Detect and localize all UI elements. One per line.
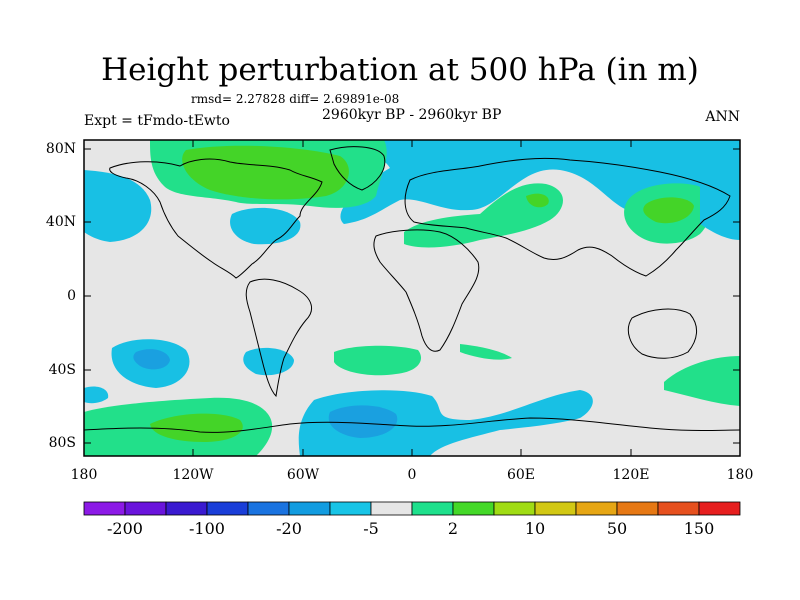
lon-label-120e: 120E [612, 467, 650, 483]
axis-ticks [84, 140, 740, 456]
lon-label-60w: 60W [286, 467, 320, 483]
contour-positive-eurasia-core [526, 193, 549, 208]
contour-positive-south-africa [460, 344, 512, 360]
colorbar-label-m20: -20 [276, 519, 302, 538]
colorbar-swatch [206, 501, 249, 516]
coast-south-america [245, 278, 313, 398]
colorbar-swatch [247, 501, 290, 516]
colorbar-swatch [370, 501, 413, 516]
colorbar-swatch [534, 501, 577, 516]
coast-eurasia [404, 157, 731, 277]
colorbar-swatch [616, 501, 659, 516]
colorbar-swatch [165, 501, 208, 516]
coast-africa [373, 229, 480, 352]
season-text: ANN [705, 109, 740, 125]
lon-label-180w: 180 [70, 467, 98, 483]
lat-label-80n: 80N [45, 141, 76, 157]
coast-australia [627, 308, 697, 359]
colorbar-swatch [288, 501, 331, 516]
contour-negative-south-pacific-core [133, 349, 170, 370]
contour-negative-east-pacific-edge [84, 386, 109, 404]
period-text: 2960kyr BP - 2960kyr BP [322, 107, 502, 123]
colorbar [83, 501, 741, 516]
colorbar-label-m200: -200 [107, 519, 143, 538]
contour-positive-eurasia [404, 183, 563, 248]
contour-negative-arctic-east [700, 176, 740, 240]
colorbar-swatch [575, 501, 618, 516]
coast-north-america [109, 158, 323, 279]
coast-greenland [329, 146, 386, 191]
lat-label-40s: 40S [48, 362, 76, 378]
colorbar-swatch [493, 501, 536, 516]
colorbar-swatch [411, 501, 454, 516]
coast-antarctica [84, 417, 740, 433]
colorbar-label-2: 2 [447, 519, 459, 538]
lat-label-40n: 40N [45, 214, 76, 230]
colorbar-swatch [452, 501, 495, 516]
figure-title: Height perturbation at 500 hPa (in m) [101, 52, 699, 88]
colorbar-swatch [83, 501, 126, 516]
colorbar-swatch [124, 501, 167, 516]
lon-label-180e: 180 [726, 467, 754, 483]
contour-negative-north-atlantic [84, 140, 740, 224]
colorbar-swatch [329, 501, 372, 516]
colorbar-label-150: 150 [683, 519, 715, 538]
lon-label-60e: 60E [506, 467, 536, 483]
contour-positive-canada-core [182, 145, 349, 200]
stats-text: rmsd= 2.27828 diff= 2.69891e-08 [191, 92, 400, 106]
contour-positive-east-asia-core [643, 197, 694, 224]
contour-negative-antarctic-core [328, 405, 398, 438]
lon-label-120w: 120W [172, 467, 214, 483]
colorbar-label-50: 50 [606, 519, 628, 538]
colorbar-label-m5: -5 [363, 519, 379, 538]
colorbar-label-m100: -100 [189, 519, 225, 538]
contour-positive-southern-ocean-core [150, 413, 243, 442]
contour-positive-south-atlantic [334, 345, 422, 376]
experiment-text: Expt = tFmdo-tEwto [84, 113, 230, 129]
colorbar-swatch [698, 501, 741, 516]
colorbar-swatch [657, 501, 700, 516]
contour-negative-west-canada [84, 170, 152, 242]
contour-positive-south-indian [664, 356, 740, 406]
lat-label-80s: 80S [48, 435, 76, 451]
lon-label-0: 0 [407, 467, 417, 483]
coastlines [84, 146, 740, 433]
lat-label-0: 0 [67, 288, 76, 304]
colorbar-label-10: 10 [524, 519, 546, 538]
